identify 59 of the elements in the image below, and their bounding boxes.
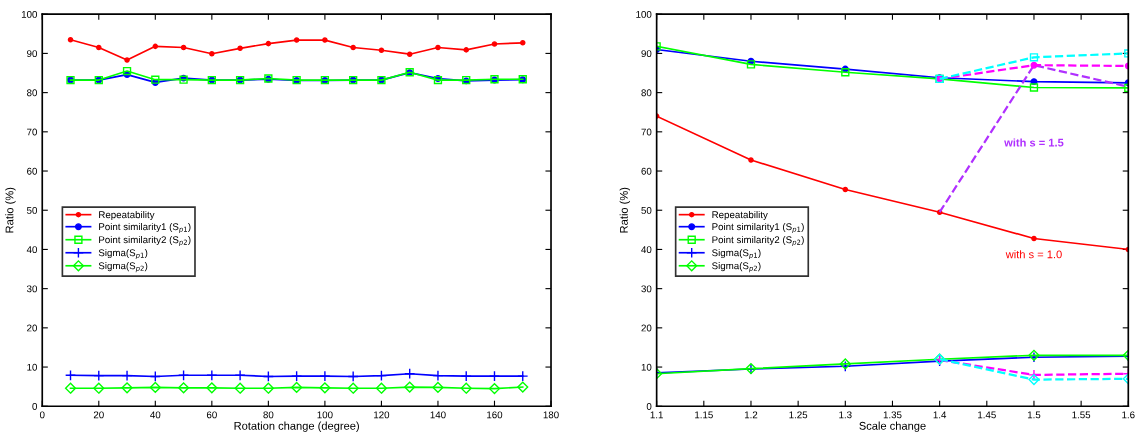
y-tick-label: 60 <box>641 167 652 175</box>
y-tick-label: 100 <box>636 10 652 18</box>
annotation: with s = 1.0 <box>1005 250 1062 259</box>
y-tick-label: 30 <box>26 285 38 293</box>
x-tick-label: 1.5 <box>1027 411 1041 419</box>
x-tick-label: 100 <box>317 411 333 419</box>
legend-label: Sigma(S$_{p1}$) <box>98 249 148 260</box>
x-tick-label: 1.15 <box>695 411 713 419</box>
y-tick-label: 0 <box>32 402 38 410</box>
legend-label: Repeatability <box>99 211 155 221</box>
y-tick-label: 70 <box>27 128 38 136</box>
x-tick-label: 1.1 <box>650 411 663 419</box>
y-tick-label: 20 <box>27 324 38 332</box>
legend-label: Sigma(S$_{p2}$) <box>712 262 761 273</box>
legend-label: Point similarity1 (S$_{p1}$) <box>99 222 191 234</box>
x-tick-label: 1.6 <box>1122 411 1135 419</box>
y-tick-label: 100 <box>21 10 38 18</box>
x-tick-label: 60 <box>206 411 217 419</box>
x-tick-label: 160 <box>487 411 503 419</box>
y-tick-label: 90 <box>27 50 38 58</box>
y-tick-label: 90 <box>641 50 652 58</box>
x-axis-title: Scale change <box>859 421 926 432</box>
x-tick-label: 1.35 <box>883 411 902 419</box>
y-axis-title: Ratio (%) <box>619 187 631 233</box>
legend-label: Sigma(S$_{p2}$) <box>98 262 148 273</box>
x-tick-label: 1.4 <box>933 411 947 419</box>
annotation: with s = 1.5 <box>1004 138 1064 147</box>
y-tick-label: 60 <box>27 167 38 175</box>
x-tick-label: 80 <box>263 411 274 419</box>
y-tick-label: 30 <box>641 285 652 293</box>
x-tick-label: 1.25 <box>789 411 808 419</box>
y-tick-label: 40 <box>26 246 38 254</box>
x-tick-label: 1.3 <box>839 411 852 419</box>
y-axis-title: Ratio (%) <box>5 187 16 233</box>
x-tick-label: 40 <box>150 411 161 419</box>
legend-label: Repeatability <box>712 211 768 221</box>
x-tick-label: 0 <box>39 411 45 419</box>
y-tick-label: 50 <box>26 206 38 214</box>
x-tick-label: 1.2 <box>744 411 758 419</box>
legend-label: Point similarity2 (S$_{p2}$) <box>99 236 191 247</box>
x-axis-title: Rotation change (degree) <box>234 421 359 432</box>
y-tick-label: 0 <box>646 402 652 410</box>
x-tick-label: 1.55 <box>1072 411 1091 419</box>
legend-label: Point similarity2 (S$_{p2}$) <box>712 236 804 247</box>
y-tick-label: 20 <box>641 324 652 332</box>
y-tick-label: 80 <box>641 89 652 97</box>
x-tick-label: 180 <box>543 411 559 419</box>
y-tick-label: 40 <box>641 246 652 254</box>
legend-label: Point similarity1 (S$_{p1}$) <box>712 222 804 234</box>
x-tick-label: 1.45 <box>978 411 996 419</box>
y-tick-label: 50 <box>641 206 652 214</box>
x-tick-label: 140 <box>430 411 446 419</box>
x-tick-label: 20 <box>93 411 104 419</box>
y-tick-label: 10 <box>27 363 38 371</box>
y-tick-label: 70 <box>641 128 652 136</box>
y-tick-label: 80 <box>27 89 38 97</box>
x-tick-label: 120 <box>374 411 390 419</box>
legend-label: Sigma(S$_{p1}$) <box>712 249 761 260</box>
y-tick-label: 10 <box>641 363 652 371</box>
